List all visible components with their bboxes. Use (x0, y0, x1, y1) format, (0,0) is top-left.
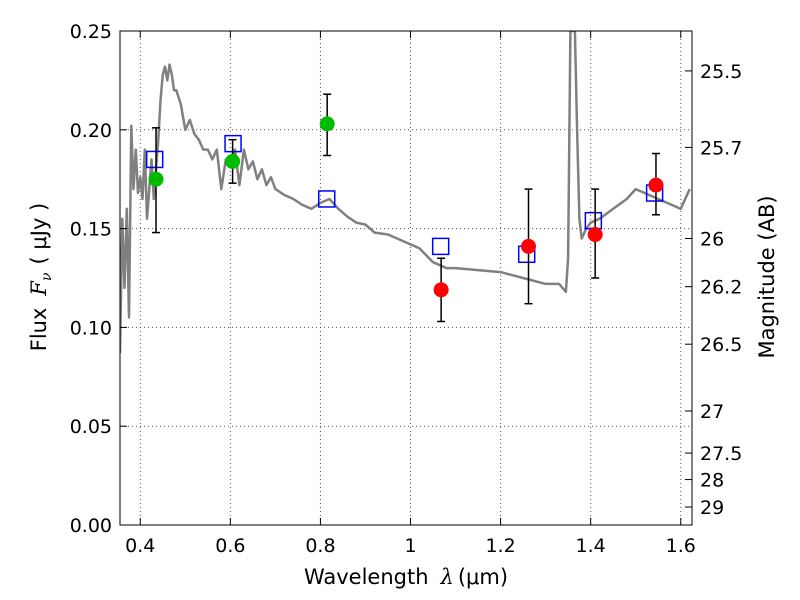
y2-tick-label: 27.5 (700, 443, 742, 465)
red-point (587, 227, 603, 243)
green-point (225, 153, 241, 169)
y2-tick-label: 25.7 (700, 137, 742, 159)
photometry-points-layer (148, 116, 664, 298)
y2-tick-label: 29 (700, 497, 724, 519)
x-tick-label: 1.6 (666, 535, 696, 557)
x-tick-label: 0.4 (125, 535, 155, 557)
y2-tick-label: 26.2 (700, 277, 742, 299)
y-tick-label: 0.00 (70, 515, 112, 537)
y-axis-label: FluxFν( μJy ) (27, 203, 55, 351)
y2-axis-label: Magnitude (AB) (755, 195, 779, 358)
y-tick-label: 0.05 (70, 416, 112, 438)
x-tick-label: 1.4 (576, 535, 606, 557)
x-tick-label: 1.2 (485, 535, 515, 557)
y-tick-label: 0.25 (70, 21, 112, 43)
y-tick-label: 0.15 (70, 219, 112, 241)
x-tick-label: 0.6 (215, 535, 245, 557)
red-point (648, 177, 664, 193)
y2-tick-label: 26.5 (700, 334, 742, 356)
x-tick-label: 0.8 (305, 535, 335, 557)
y2-tick-label: 28 (700, 470, 724, 492)
y2-tick-label: 26 (700, 228, 724, 250)
red-point (433, 282, 449, 298)
y2-tick-label: 25.5 (700, 61, 742, 83)
model-box-marker (145, 150, 164, 169)
model-box-marker (431, 237, 450, 256)
y2-tick-label: 27 (700, 401, 724, 423)
ticks: 0.4 0.6 0.8 1 1.2 1.4 1.6 0.00 0.05 0.10 0.15 0.20 0… (70, 21, 743, 557)
model-box-marker (317, 190, 336, 208)
y-tick-label: 0.20 (70, 120, 112, 142)
x-tick-label: 1 (404, 535, 416, 557)
red-point (521, 238, 537, 254)
green-point (148, 171, 164, 187)
green-point (319, 116, 335, 132)
x-axis-label: Wavelength λ (μm) (304, 565, 508, 589)
y-tick-label: 0.10 (70, 317, 112, 339)
plot-frame (119, 30, 693, 526)
